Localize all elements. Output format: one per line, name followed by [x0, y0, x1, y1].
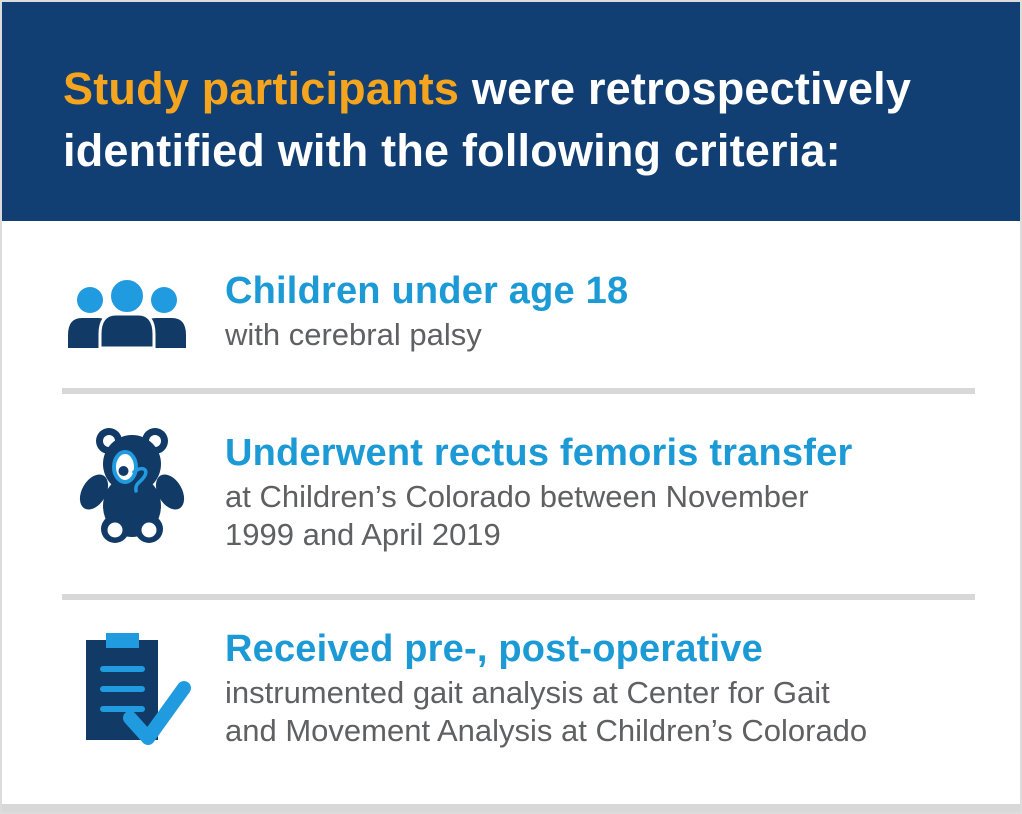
item-description: at Children’s Colorado between November …: [225, 479, 809, 552]
header-banner: Study participants were retrospectively …: [2, 2, 1020, 221]
criteria-item-1: Children under age 18 with cerebral pals…: [225, 268, 628, 354]
item-title: Received pre-, post-operative: [225, 628, 763, 670]
divider: [62, 388, 975, 394]
bottom-accent-bar: [2, 804, 1020, 812]
page-title-rest: were retrospectively identified with the…: [63, 63, 912, 176]
criteria-item-2: Underwent rectus femoris transfer at Chi…: [225, 430, 852, 554]
criteria-item-3: Received pre-, post-operative instrument…: [225, 626, 867, 750]
teddy-bear-icon: [79, 428, 185, 543]
item-title: Children under age 18: [225, 270, 629, 312]
divider: [62, 594, 975, 600]
item-description: with cerebral palsy: [225, 317, 482, 352]
item-title: Underwent rectus femoris transfer: [225, 432, 853, 474]
page-title: Study participants were retrospectively …: [63, 58, 962, 182]
people-group-icon: [68, 278, 186, 348]
item-description: instrumented gait analysis at Center for…: [225, 675, 868, 748]
page-title-highlight: Study participants: [63, 63, 460, 114]
clipboard-check-icon: [86, 633, 191, 745]
